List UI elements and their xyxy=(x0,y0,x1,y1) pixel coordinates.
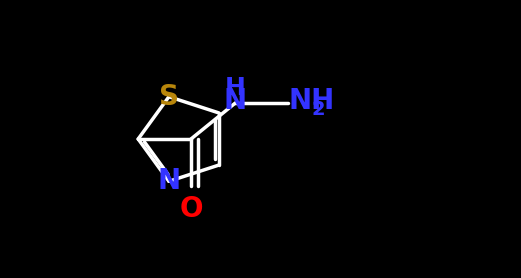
Text: N: N xyxy=(224,88,247,115)
Text: N: N xyxy=(157,167,180,195)
Text: H: H xyxy=(225,76,246,100)
Text: 2: 2 xyxy=(312,100,326,119)
Text: O: O xyxy=(179,195,203,223)
Text: S: S xyxy=(159,83,179,111)
Text: NH: NH xyxy=(288,88,334,115)
